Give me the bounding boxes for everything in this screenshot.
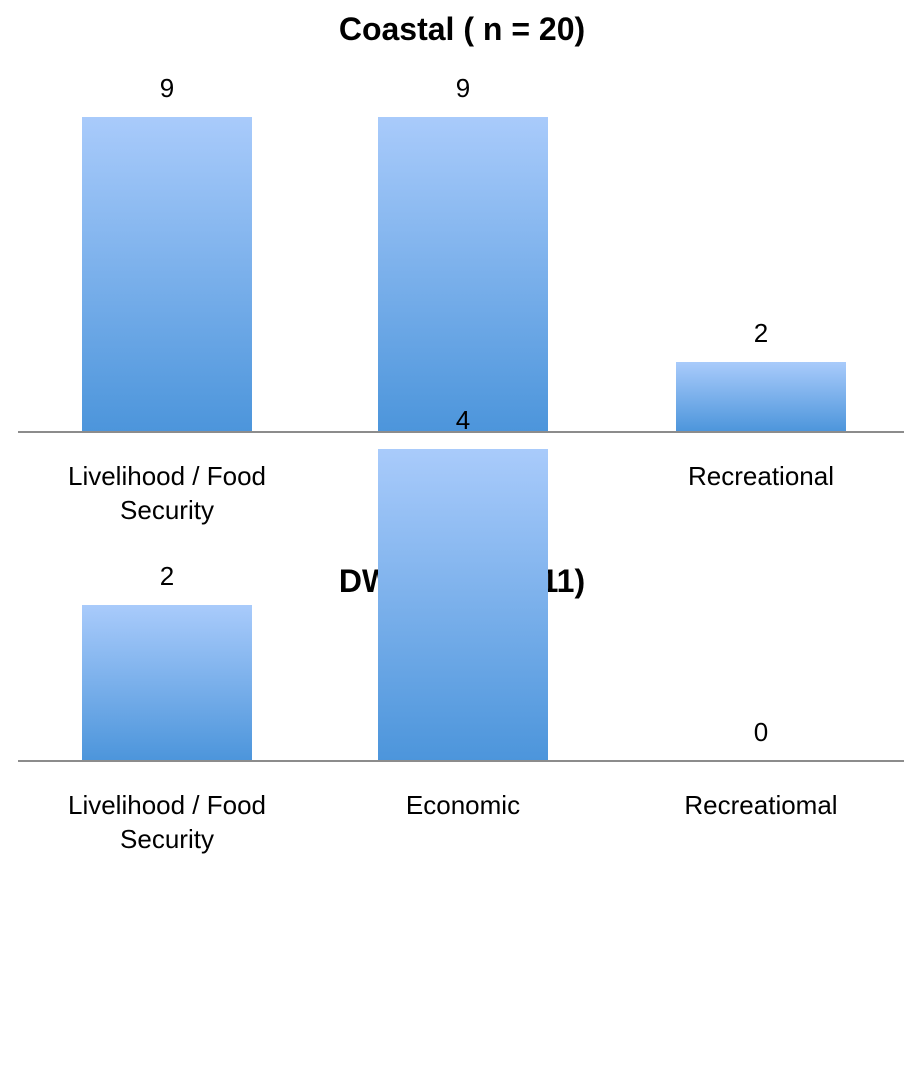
x-tick-label-economic: Economic	[406, 790, 520, 820]
x-tick-label-livelihood: Livelihood / Food	[68, 790, 266, 820]
data-label-livelihood: 9	[160, 73, 174, 103]
bar-livelihood	[82, 605, 252, 761]
data-label-recreational: 0	[754, 717, 768, 747]
x-tick-label-livelihood: Security	[120, 824, 214, 854]
data-label-livelihood: 2	[160, 561, 174, 591]
data-label-economic: 4	[456, 405, 470, 435]
data-label-economic: 9	[456, 73, 470, 103]
x-tick-label-livelihood: Security	[120, 495, 214, 525]
bar-economic	[378, 449, 548, 761]
x-tick-label-livelihood: Livelihood / Food	[68, 461, 266, 491]
bar-economic	[378, 117, 548, 432]
coastal-chart: Coastal ( n = 20) 9 Livelihood / Food Secur…	[18, 11, 904, 525]
bar-livelihood	[82, 117, 252, 432]
x-tick-label-recreational: Recreational	[688, 461, 834, 491]
data-label-recreational: 2	[754, 318, 768, 348]
x-tick-label-recreational: Recreatiomal	[684, 790, 837, 820]
bar-recreational	[676, 362, 846, 432]
chart-title: Coastal ( n = 20)	[339, 11, 585, 47]
